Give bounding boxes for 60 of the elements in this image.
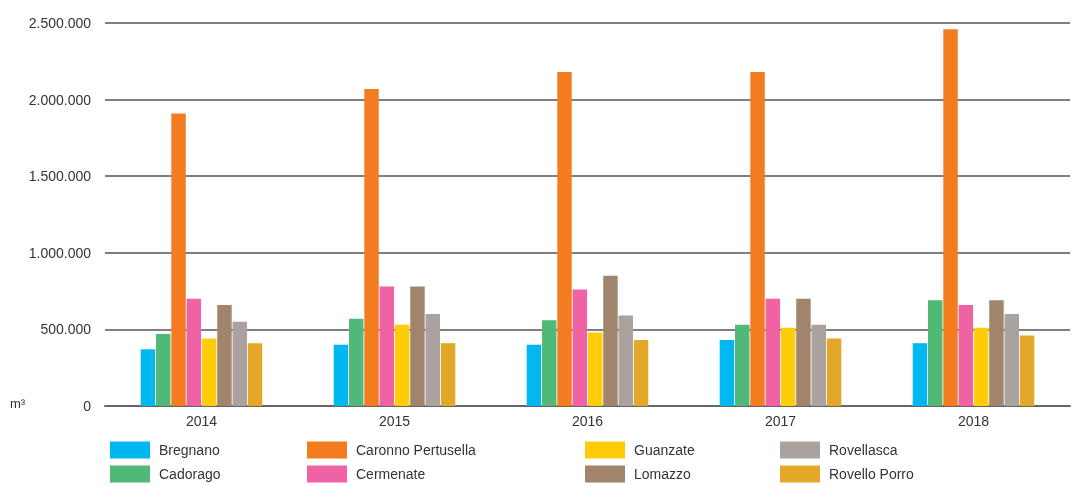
bar bbox=[425, 314, 440, 406]
x-tick-label: 2015 bbox=[378, 413, 411, 429]
bar bbox=[943, 29, 958, 406]
bar bbox=[186, 298, 202, 406]
bar bbox=[394, 324, 410, 406]
bar bbox=[333, 344, 349, 406]
bar bbox=[526, 344, 542, 406]
legend-label: Rovello Porro bbox=[829, 466, 915, 482]
bar bbox=[587, 332, 603, 406]
bar bbox=[1019, 335, 1035, 406]
y-tick-label: 2.500.000 bbox=[28, 15, 92, 31]
bar bbox=[958, 304, 974, 406]
bar bbox=[928, 300, 943, 406]
legend-label: Cadorago bbox=[159, 466, 221, 482]
bar bbox=[618, 315, 633, 406]
bar bbox=[796, 298, 811, 406]
bar bbox=[349, 318, 364, 406]
x-tick-label: 2018 bbox=[957, 413, 990, 429]
bar bbox=[603, 275, 618, 406]
legend-label: Bregnano bbox=[159, 442, 220, 458]
bar bbox=[765, 298, 781, 406]
x-tick-label: 2016 bbox=[571, 413, 604, 429]
legend-label: Guanzate bbox=[634, 442, 695, 458]
legend-label: Lomazzo bbox=[634, 466, 692, 482]
bar bbox=[410, 286, 425, 406]
bar bbox=[140, 349, 156, 406]
bar bbox=[989, 300, 1004, 406]
bar bbox=[912, 343, 928, 406]
bar bbox=[572, 289, 588, 406]
bar bbox=[735, 324, 750, 406]
y-tick-label: 0 bbox=[83, 398, 92, 414]
x-tick-label: 2017 bbox=[764, 413, 797, 429]
bar bbox=[364, 88, 379, 406]
bar bbox=[217, 304, 232, 406]
bar bbox=[247, 343, 263, 406]
bar bbox=[826, 338, 842, 406]
bar bbox=[156, 334, 171, 406]
bar bbox=[719, 340, 735, 406]
bar bbox=[1004, 314, 1019, 406]
bar bbox=[542, 320, 557, 406]
x-tick-label: 2014 bbox=[185, 413, 218, 429]
bar bbox=[973, 327, 989, 406]
legend-label: Rovellasca bbox=[829, 442, 898, 458]
bar bbox=[780, 327, 796, 406]
bar bbox=[811, 324, 826, 406]
bar bbox=[171, 113, 186, 406]
bar bbox=[201, 338, 217, 406]
y-tick-label: 2.000.000 bbox=[28, 91, 92, 108]
legend-label: Cermenate bbox=[356, 466, 426, 482]
bar bbox=[232, 321, 247, 406]
bar bbox=[379, 286, 395, 406]
y-axis-title: m³ bbox=[10, 396, 26, 411]
bar bbox=[440, 343, 456, 406]
y-tick-label: 500.000 bbox=[40, 321, 92, 338]
y-tick-label: 1.000.000 bbox=[28, 244, 92, 261]
bar bbox=[750, 72, 765, 406]
bar bbox=[633, 340, 649, 406]
legend-label: Caronno Pertusella bbox=[356, 442, 477, 458]
y-tick-label: 1.500.000 bbox=[28, 168, 92, 185]
bar bbox=[557, 72, 572, 406]
